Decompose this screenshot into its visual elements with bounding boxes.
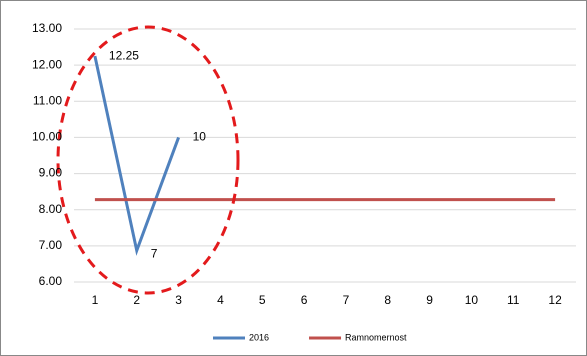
y-tick-label: 12.00: [32, 57, 62, 71]
y-tick-label: 13.00: [32, 21, 62, 35]
x-tick-label: 10: [465, 293, 479, 307]
x-tick-label: 7: [343, 293, 350, 307]
x-tick-label: 6: [301, 293, 308, 307]
y-tick-label: 9.00: [39, 166, 63, 180]
grid: [74, 28, 576, 283]
highlight-ellipse: [56, 25, 240, 295]
x-tick-label: 1: [92, 293, 99, 307]
y-tick-label: 11.00: [33, 93, 62, 107]
data-label: 7: [151, 247, 158, 261]
y-tick-label: 10.00: [32, 130, 62, 144]
y-tick-label: 8.00: [39, 202, 63, 216]
data-label: 12.25: [109, 48, 139, 62]
x-tick-label: 11: [507, 293, 520, 307]
x-tick-label: 2: [133, 293, 140, 307]
legend-label: 2016: [249, 332, 269, 342]
x-tick-label: 5: [259, 293, 266, 307]
x-tick-label: 3: [175, 293, 182, 307]
y-tick-label: 7.00: [39, 238, 63, 252]
legend-label: Ramnomernost: [345, 332, 407, 342]
data-label: 10: [193, 130, 207, 144]
series-line: [93, 55, 180, 256]
marks: [93, 55, 556, 256]
x-tick-label: 8: [384, 293, 391, 307]
y-tick-label: 6.00: [39, 274, 63, 288]
x-tick-label: 12: [548, 293, 562, 307]
x-tick-label: 9: [426, 293, 433, 307]
x-tick-label: 4: [217, 293, 224, 307]
